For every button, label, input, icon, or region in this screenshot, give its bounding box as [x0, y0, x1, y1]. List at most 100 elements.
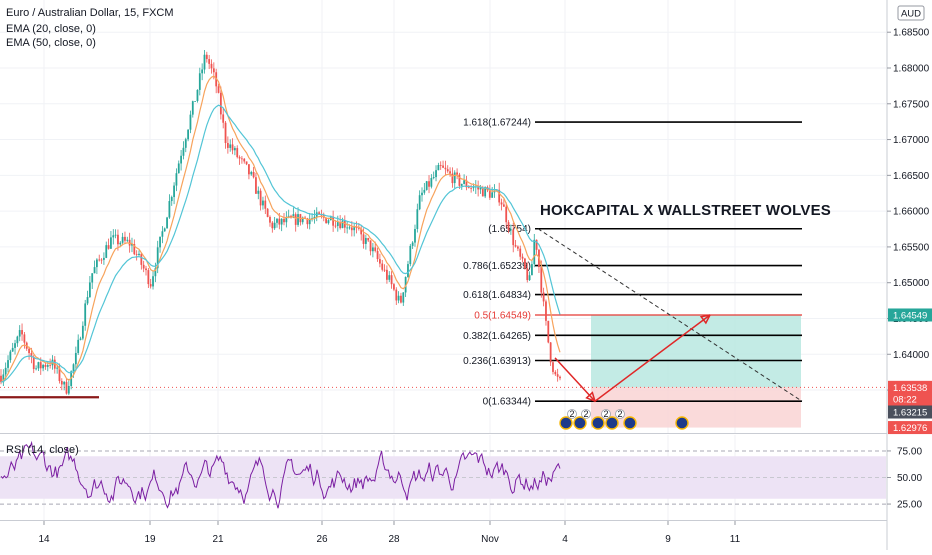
event-badge	[567, 409, 577, 419]
candle-body	[458, 174, 461, 186]
candle-body	[180, 155, 182, 164]
candle-body	[435, 170, 437, 178]
fib-level-label: 1.618(1.67244)	[463, 118, 531, 129]
price-tick-label: 1.67000	[893, 135, 930, 146]
candle-body	[549, 342, 552, 363]
fib-level-label: (1.65754)	[488, 224, 531, 235]
candle-body	[559, 376, 561, 379]
candle-body	[93, 267, 96, 274]
candle-body	[203, 54, 206, 70]
candle-body	[159, 236, 161, 248]
candle-body	[149, 284, 152, 287]
candle-body	[18, 330, 21, 337]
candle-body	[114, 234, 117, 236]
candle-body	[332, 216, 335, 226]
candle-body	[514, 245, 517, 247]
candle-body	[198, 73, 201, 90]
candle-body	[423, 189, 426, 193]
candle-body	[519, 248, 522, 257]
event-badge	[615, 409, 625, 419]
candle-body	[14, 343, 16, 348]
candle-body	[498, 189, 501, 203]
candle-body	[383, 269, 386, 271]
candle-body	[88, 282, 91, 298]
candle-body	[353, 227, 356, 231]
candle-body	[39, 362, 42, 369]
candle-body	[547, 320, 550, 343]
candle-body	[507, 222, 510, 231]
candle-body	[491, 192, 494, 198]
rsi-tick-label: 50.00	[897, 473, 922, 484]
time-tick-label: 21	[212, 534, 224, 545]
candle-body	[23, 334, 26, 343]
candle-body	[74, 352, 77, 365]
event-badge-count: 2	[583, 409, 588, 419]
candle-body	[453, 172, 456, 184]
candle-body	[138, 253, 140, 255]
candle-body	[103, 257, 105, 260]
candle-body	[278, 218, 281, 225]
candle-body	[341, 220, 344, 229]
currency-badge-label[interactable]: AUD	[901, 9, 921, 20]
time-tick-label: 19	[144, 534, 156, 545]
candle-body	[9, 351, 12, 361]
candle-body	[449, 171, 451, 174]
candle-body	[533, 239, 536, 265]
candle-body	[481, 187, 484, 197]
candle-body	[194, 101, 197, 102]
candle-body	[170, 197, 173, 202]
candle-body	[294, 214, 297, 225]
candle-body	[467, 187, 470, 189]
candle-body	[266, 208, 269, 217]
candle-body	[407, 264, 409, 278]
ema20-line	[0, 75, 561, 383]
candle-body	[67, 385, 70, 394]
ema50-legend[interactable]: EMA (50, close, 0)	[6, 37, 96, 49]
price-label-text: 08:22	[893, 395, 917, 406]
candle-body	[58, 367, 61, 382]
candle-body	[505, 206, 508, 223]
candle-body	[238, 157, 241, 159]
price-label-box	[888, 421, 932, 435]
headline-annotation: HOKCAPITAL X WALLSTREET WOLVES	[540, 202, 831, 219]
target-zone	[591, 314, 801, 388]
candle-body	[418, 195, 421, 210]
candle-body	[44, 364, 47, 367]
event-badge	[581, 409, 591, 419]
candle-body	[439, 165, 442, 166]
fib-level-label: 0.236(1.63913)	[463, 356, 531, 367]
candle-body	[30, 353, 33, 358]
candle-body	[465, 180, 468, 188]
candle-body	[362, 234, 365, 244]
price-label-text: 1.64549	[893, 310, 927, 321]
candle-body	[292, 214, 295, 218]
candle-body	[63, 381, 66, 385]
candle-body	[500, 202, 503, 205]
candle-body	[187, 129, 190, 140]
fib-level-label: 0(1.63344)	[483, 397, 531, 408]
candle-body	[414, 228, 416, 243]
candle-body	[196, 89, 199, 102]
rsi-title: RSI (14, close)	[6, 444, 79, 456]
candle-body	[390, 275, 393, 285]
event-badge	[601, 409, 611, 419]
candle-body	[229, 144, 232, 148]
candle-body	[306, 218, 309, 225]
candle-body	[65, 381, 68, 394]
candle-body	[233, 148, 236, 151]
candle-body	[95, 259, 98, 268]
ema20-legend[interactable]: EMA (20, close, 0)	[6, 23, 96, 35]
candle-body	[285, 216, 288, 223]
candle-body	[360, 228, 363, 235]
candle-body	[189, 114, 192, 130]
candle-body	[177, 163, 180, 174]
event-badge-count: 2	[617, 409, 622, 419]
candle-body	[128, 239, 131, 246]
time-tick-label: 26	[316, 534, 328, 545]
candle-body	[241, 158, 243, 160]
price-axis-panel	[887, 0, 932, 550]
candle-body	[516, 246, 519, 249]
symbol-title[interactable]: Euro / Australian Dollar, 15, FXCM	[6, 7, 174, 19]
candle-body	[231, 144, 234, 151]
candle-body	[357, 227, 360, 229]
